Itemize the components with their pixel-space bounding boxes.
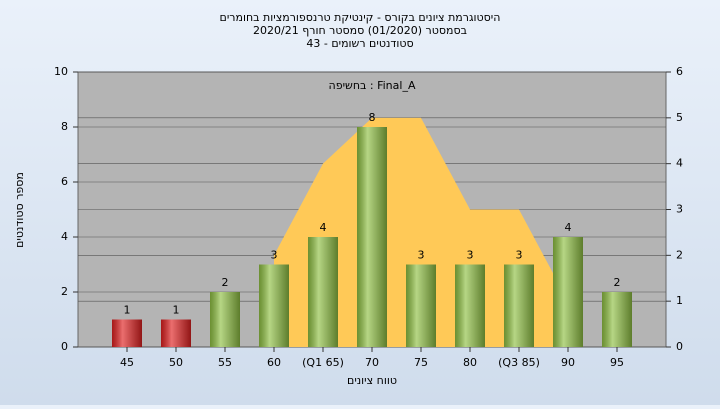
- x-tick-label: 90: [561, 356, 575, 369]
- bar-shade: [455, 264, 485, 347]
- y-tick-label: 8: [61, 120, 68, 133]
- chart-subtitle: בסמסטר (01/2020) סמסטר חורף 2020/21: [253, 24, 467, 37]
- bar-shade: [406, 264, 436, 347]
- y2-tick-label: 1: [676, 294, 683, 307]
- x-tick-label: 70: [365, 356, 379, 369]
- y2-tick-label: 3: [676, 203, 683, 216]
- x-tick-label: 95: [610, 356, 624, 369]
- y-tick-label: 6: [61, 175, 68, 188]
- chart-title: היסטוגרמת ציונים בקורס - קינטיקת טרנספור…: [220, 11, 501, 24]
- y2-tick-label: 6: [676, 65, 683, 78]
- value-label: 3: [418, 249, 425, 262]
- y2-tick-label: 4: [676, 157, 683, 170]
- bar-shade: [308, 237, 338, 347]
- x-tick-label: (Q3 85): [498, 356, 540, 369]
- x-tick-label: 50: [169, 356, 183, 369]
- y-tick-label: 2: [61, 285, 68, 298]
- value-label: 3: [271, 249, 278, 262]
- bar-shade: [259, 264, 289, 347]
- y-tick-label: 0: [61, 340, 68, 353]
- bar-shade: [210, 292, 240, 347]
- bar-shade: [357, 127, 387, 347]
- x-axis-label: טווח ציונים: [347, 374, 397, 387]
- bar-shade: [504, 264, 534, 347]
- y-tick-label: 10: [54, 65, 68, 78]
- x-tick-label: 60: [267, 356, 281, 369]
- bar-shade: [553, 237, 583, 347]
- value-label: 8: [369, 111, 376, 124]
- area: [274, 117, 568, 347]
- x-tick-label: (Q1 65): [302, 356, 344, 369]
- value-label: 2: [222, 276, 229, 289]
- bar-shade: [112, 319, 142, 347]
- y-tick-label: 4: [61, 230, 68, 243]
- value-label: 1: [124, 304, 131, 317]
- x-tick-label: 45: [120, 356, 134, 369]
- x-tick-label: 55: [218, 356, 232, 369]
- value-label: 4: [320, 221, 327, 234]
- value-label: 3: [467, 249, 474, 262]
- y-axis-label: מספר סטודנטים: [13, 172, 26, 248]
- annotation: בחשיפה : Final_A: [329, 79, 416, 92]
- bar-shade: [602, 292, 632, 347]
- y2-tick-label: 2: [676, 248, 683, 261]
- value-label: 4: [565, 221, 572, 234]
- chart-subtitle: 43 - סטודנטים רשומים: [306, 37, 413, 50]
- x-tick-label: 80: [463, 356, 477, 369]
- y2-tick-label: 5: [676, 111, 683, 124]
- y2-tick-label: 0: [676, 340, 683, 353]
- value-label: 3: [516, 249, 523, 262]
- value-label: 1: [173, 304, 180, 317]
- bar-shade: [161, 319, 191, 347]
- x-tick-label: 75: [414, 356, 428, 369]
- value-label: 2: [614, 276, 621, 289]
